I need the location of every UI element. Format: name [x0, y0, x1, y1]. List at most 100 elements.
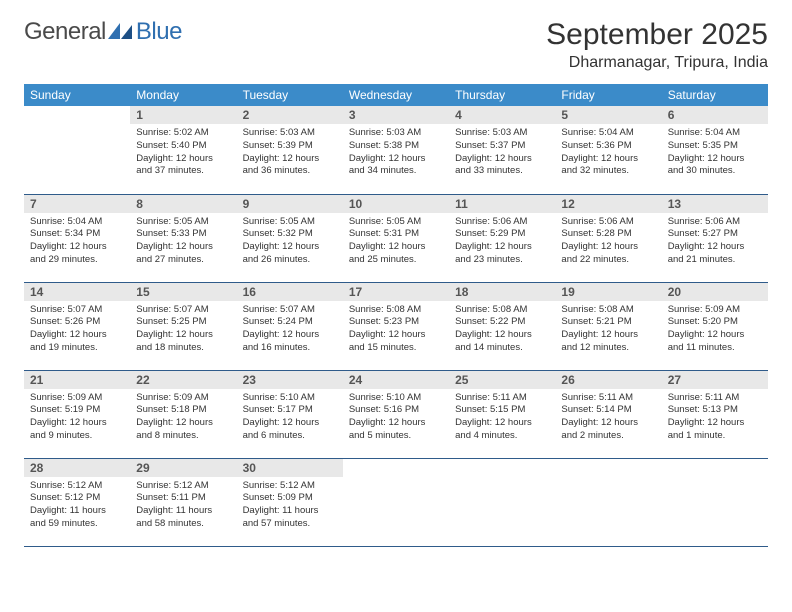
day-number: 29 — [130, 459, 236, 477]
day-details: Sunrise: 5:05 AMSunset: 5:31 PMDaylight:… — [343, 213, 449, 271]
calendar-cell — [24, 106, 130, 194]
header: General Blue September 2025 Dharmanagar,… — [24, 18, 768, 72]
day-number: 23 — [237, 371, 343, 389]
day-number: 16 — [237, 283, 343, 301]
day-number: 8 — [130, 195, 236, 213]
day-details: Sunrise: 5:12 AMSunset: 5:11 PMDaylight:… — [130, 477, 236, 535]
day-details: Sunrise: 5:03 AMSunset: 5:39 PMDaylight:… — [237, 124, 343, 182]
sail-icon — [108, 23, 134, 41]
day-details: Sunrise: 5:08 AMSunset: 5:23 PMDaylight:… — [343, 301, 449, 359]
day-details: Sunrise: 5:09 AMSunset: 5:19 PMDaylight:… — [24, 389, 130, 447]
day-details: Sunrise: 5:06 AMSunset: 5:27 PMDaylight:… — [662, 213, 768, 271]
day-number: 26 — [555, 371, 661, 389]
day-number: 2 — [237, 106, 343, 124]
location: Dharmanagar, Tripura, India — [546, 54, 768, 72]
weekday-header: Thursday — [449, 84, 555, 106]
day-details: Sunrise: 5:12 AMSunset: 5:12 PMDaylight:… — [24, 477, 130, 535]
day-number: 20 — [662, 283, 768, 301]
day-details: Sunrise: 5:06 AMSunset: 5:28 PMDaylight:… — [555, 213, 661, 271]
day-number: 25 — [449, 371, 555, 389]
logo-text-right: Blue — [136, 18, 182, 45]
calendar-cell: 10Sunrise: 5:05 AMSunset: 5:31 PMDayligh… — [343, 194, 449, 282]
day-number: 27 — [662, 371, 768, 389]
calendar-cell: 21Sunrise: 5:09 AMSunset: 5:19 PMDayligh… — [24, 370, 130, 458]
calendar-cell — [449, 458, 555, 546]
day-number: 14 — [24, 283, 130, 301]
day-number: 9 — [237, 195, 343, 213]
calendar-cell: 19Sunrise: 5:08 AMSunset: 5:21 PMDayligh… — [555, 282, 661, 370]
calendar-cell: 15Sunrise: 5:07 AMSunset: 5:25 PMDayligh… — [130, 282, 236, 370]
calendar-cell: 2Sunrise: 5:03 AMSunset: 5:39 PMDaylight… — [237, 106, 343, 194]
calendar-cell: 30Sunrise: 5:12 AMSunset: 5:09 PMDayligh… — [237, 458, 343, 546]
calendar-cell: 13Sunrise: 5:06 AMSunset: 5:27 PMDayligh… — [662, 194, 768, 282]
calendar-row: 28Sunrise: 5:12 AMSunset: 5:12 PMDayligh… — [24, 458, 768, 546]
day-details: Sunrise: 5:05 AMSunset: 5:33 PMDaylight:… — [130, 213, 236, 271]
calendar-cell: 28Sunrise: 5:12 AMSunset: 5:12 PMDayligh… — [24, 458, 130, 546]
day-details: Sunrise: 5:07 AMSunset: 5:24 PMDaylight:… — [237, 301, 343, 359]
calendar-cell: 1Sunrise: 5:02 AMSunset: 5:40 PMDaylight… — [130, 106, 236, 194]
calendar-body: 1Sunrise: 5:02 AMSunset: 5:40 PMDaylight… — [24, 106, 768, 546]
day-number: 13 — [662, 195, 768, 213]
day-number: 17 — [343, 283, 449, 301]
day-details: Sunrise: 5:08 AMSunset: 5:22 PMDaylight:… — [449, 301, 555, 359]
day-details: Sunrise: 5:09 AMSunset: 5:18 PMDaylight:… — [130, 389, 236, 447]
day-details: Sunrise: 5:04 AMSunset: 5:36 PMDaylight:… — [555, 124, 661, 182]
calendar-cell: 22Sunrise: 5:09 AMSunset: 5:18 PMDayligh… — [130, 370, 236, 458]
day-details: Sunrise: 5:05 AMSunset: 5:32 PMDaylight:… — [237, 213, 343, 271]
day-number: 12 — [555, 195, 661, 213]
day-number: 15 — [130, 283, 236, 301]
day-number: 3 — [343, 106, 449, 124]
day-details: Sunrise: 5:06 AMSunset: 5:29 PMDaylight:… — [449, 213, 555, 271]
calendar-cell: 12Sunrise: 5:06 AMSunset: 5:28 PMDayligh… — [555, 194, 661, 282]
calendar-cell: 6Sunrise: 5:04 AMSunset: 5:35 PMDaylight… — [662, 106, 768, 194]
calendar-cell: 29Sunrise: 5:12 AMSunset: 5:11 PMDayligh… — [130, 458, 236, 546]
day-details: Sunrise: 5:07 AMSunset: 5:26 PMDaylight:… — [24, 301, 130, 359]
calendar-cell: 16Sunrise: 5:07 AMSunset: 5:24 PMDayligh… — [237, 282, 343, 370]
calendar-cell: 26Sunrise: 5:11 AMSunset: 5:14 PMDayligh… — [555, 370, 661, 458]
calendar-cell — [343, 458, 449, 546]
calendar-cell: 5Sunrise: 5:04 AMSunset: 5:36 PMDaylight… — [555, 106, 661, 194]
calendar-cell: 23Sunrise: 5:10 AMSunset: 5:17 PMDayligh… — [237, 370, 343, 458]
calendar-cell: 14Sunrise: 5:07 AMSunset: 5:26 PMDayligh… — [24, 282, 130, 370]
day-number: 5 — [555, 106, 661, 124]
calendar-cell — [555, 458, 661, 546]
calendar-cell — [662, 458, 768, 546]
day-details: Sunrise: 5:03 AMSunset: 5:38 PMDaylight:… — [343, 124, 449, 182]
day-number: 11 — [449, 195, 555, 213]
weekday-header: Sunday — [24, 84, 130, 106]
day-details: Sunrise: 5:10 AMSunset: 5:16 PMDaylight:… — [343, 389, 449, 447]
day-number: 28 — [24, 459, 130, 477]
calendar-cell: 3Sunrise: 5:03 AMSunset: 5:38 PMDaylight… — [343, 106, 449, 194]
day-details: Sunrise: 5:11 AMSunset: 5:13 PMDaylight:… — [662, 389, 768, 447]
calendar-cell: 25Sunrise: 5:11 AMSunset: 5:15 PMDayligh… — [449, 370, 555, 458]
day-details: Sunrise: 5:07 AMSunset: 5:25 PMDaylight:… — [130, 301, 236, 359]
day-number: 19 — [555, 283, 661, 301]
calendar-row: 7Sunrise: 5:04 AMSunset: 5:34 PMDaylight… — [24, 194, 768, 282]
day-details: Sunrise: 5:04 AMSunset: 5:35 PMDaylight:… — [662, 124, 768, 182]
calendar-cell: 20Sunrise: 5:09 AMSunset: 5:20 PMDayligh… — [662, 282, 768, 370]
calendar-table: SundayMondayTuesdayWednesdayThursdayFrid… — [24, 84, 768, 547]
day-details: Sunrise: 5:11 AMSunset: 5:15 PMDaylight:… — [449, 389, 555, 447]
calendar-row: 1Sunrise: 5:02 AMSunset: 5:40 PMDaylight… — [24, 106, 768, 194]
calendar-head: SundayMondayTuesdayWednesdayThursdayFrid… — [24, 84, 768, 106]
day-details: Sunrise: 5:10 AMSunset: 5:17 PMDaylight:… — [237, 389, 343, 447]
logo: General Blue — [24, 18, 182, 46]
day-details: Sunrise: 5:02 AMSunset: 5:40 PMDaylight:… — [130, 124, 236, 182]
calendar-cell: 9Sunrise: 5:05 AMSunset: 5:32 PMDaylight… — [237, 194, 343, 282]
day-number: 10 — [343, 195, 449, 213]
day-number: 1 — [130, 106, 236, 124]
month-title: September 2025 — [546, 18, 768, 52]
calendar-cell: 27Sunrise: 5:11 AMSunset: 5:13 PMDayligh… — [662, 370, 768, 458]
calendar-cell: 11Sunrise: 5:06 AMSunset: 5:29 PMDayligh… — [449, 194, 555, 282]
day-number: 7 — [24, 195, 130, 213]
calendar-cell: 24Sunrise: 5:10 AMSunset: 5:16 PMDayligh… — [343, 370, 449, 458]
calendar-cell: 7Sunrise: 5:04 AMSunset: 5:34 PMDaylight… — [24, 194, 130, 282]
calendar-cell: 17Sunrise: 5:08 AMSunset: 5:23 PMDayligh… — [343, 282, 449, 370]
day-details: Sunrise: 5:09 AMSunset: 5:20 PMDaylight:… — [662, 301, 768, 359]
day-details: Sunrise: 5:11 AMSunset: 5:14 PMDaylight:… — [555, 389, 661, 447]
calendar-row: 21Sunrise: 5:09 AMSunset: 5:19 PMDayligh… — [24, 370, 768, 458]
day-number: 30 — [237, 459, 343, 477]
weekday-header: Wednesday — [343, 84, 449, 106]
weekday-header: Friday — [555, 84, 661, 106]
day-number: 6 — [662, 106, 768, 124]
